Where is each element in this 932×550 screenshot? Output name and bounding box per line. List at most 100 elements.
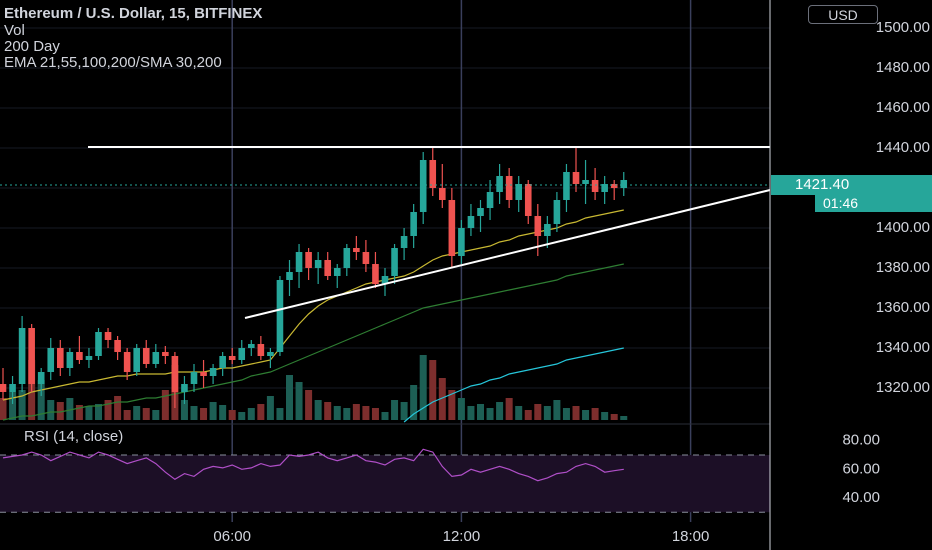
volume-bar bbox=[448, 390, 456, 420]
candle-body bbox=[391, 248, 398, 276]
candle-body bbox=[142, 348, 150, 364]
candle-body bbox=[28, 328, 35, 384]
rsi-band-fill bbox=[0, 455, 770, 513]
candle-body bbox=[410, 212, 417, 236]
volume-bar bbox=[104, 400, 112, 420]
volume-bar bbox=[133, 406, 141, 420]
candle-body bbox=[228, 356, 236, 360]
grid-lines bbox=[0, 0, 770, 522]
candle-body bbox=[66, 352, 74, 368]
rsi-label: RSI (14, close) bbox=[24, 428, 124, 445]
candle-body bbox=[95, 332, 102, 356]
volume-bar bbox=[295, 382, 303, 420]
candle-body bbox=[248, 344, 255, 348]
rising-support-line[interactable] bbox=[244, 189, 771, 319]
candle-body bbox=[591, 180, 599, 192]
price-tick-label: 1340.00 bbox=[876, 339, 930, 356]
volume-bar bbox=[515, 406, 523, 420]
candle-body bbox=[47, 348, 55, 372]
rsi-pane bbox=[0, 423, 770, 513]
candle-body bbox=[238, 348, 246, 360]
candle-body bbox=[267, 352, 274, 356]
candle-body bbox=[400, 236, 408, 248]
candle-body bbox=[620, 180, 628, 188]
candle-body bbox=[353, 248, 360, 252]
currency-button[interactable]: USD bbox=[808, 5, 878, 24]
candle-body bbox=[343, 248, 351, 268]
volume-bar bbox=[66, 398, 74, 420]
candle-body bbox=[133, 348, 140, 372]
volume-bar bbox=[543, 406, 551, 420]
candle-body bbox=[553, 200, 561, 224]
volume-bar bbox=[276, 408, 284, 420]
volume-bar bbox=[410, 385, 418, 420]
moving-averages bbox=[2, 209, 624, 423]
volume-bar bbox=[620, 416, 628, 420]
volume-bar bbox=[200, 408, 208, 420]
volume-bar bbox=[238, 412, 246, 420]
rsi-tick-label: 80.00 bbox=[842, 432, 880, 449]
volume-bar bbox=[553, 400, 561, 420]
price-tick-label: 1320.00 bbox=[876, 379, 930, 396]
chart-title: Ethereum / U.S. Dollar, 15, BITFINEX bbox=[4, 5, 263, 22]
candle-body bbox=[114, 340, 121, 352]
price-tick-label: 1460.00 bbox=[876, 99, 930, 116]
candle-body bbox=[181, 384, 188, 392]
candle-body bbox=[104, 332, 112, 340]
volume-bar bbox=[391, 400, 399, 420]
last-price-tag: 1421.40 bbox=[771, 175, 932, 195]
candle-body bbox=[333, 268, 341, 276]
time-tick-label: 12:00 bbox=[443, 528, 481, 545]
volume-bar bbox=[18, 390, 26, 420]
candle-body bbox=[477, 208, 484, 216]
volume-bar bbox=[85, 406, 93, 420]
volume-bar bbox=[123, 410, 131, 420]
volume-bar bbox=[0, 398, 7, 420]
rsi-tick-label: 40.00 bbox=[842, 489, 880, 506]
candle-body bbox=[37, 372, 45, 384]
volume-bar bbox=[9, 392, 17, 420]
price-tick-label: 1480.00 bbox=[876, 59, 930, 76]
candle-body bbox=[524, 184, 532, 216]
candle-body bbox=[448, 200, 456, 256]
moving-average-label: EMA 21,55,100,200/SMA 30,200 bbox=[4, 54, 222, 71]
candle-body bbox=[314, 260, 322, 268]
volume-bar bbox=[257, 404, 265, 420]
volume-bar bbox=[610, 414, 618, 420]
candle-body bbox=[276, 280, 284, 352]
volume-bar bbox=[524, 410, 532, 420]
bar-countdown-tag: 01:46 bbox=[815, 195, 932, 212]
volume-bar bbox=[362, 406, 370, 420]
volume-bar bbox=[601, 412, 609, 420]
volume-bar bbox=[161, 390, 169, 420]
trendlines[interactable] bbox=[88, 146, 771, 319]
candle-body bbox=[372, 264, 379, 284]
volume-bar bbox=[496, 402, 504, 420]
volume-bar bbox=[228, 410, 236, 420]
volume-bar bbox=[381, 412, 389, 420]
volume-bar bbox=[209, 402, 217, 420]
candle-body bbox=[582, 180, 589, 184]
volume-bar bbox=[56, 402, 64, 420]
candle-body bbox=[57, 348, 64, 368]
volume-bar bbox=[562, 408, 570, 420]
volume-bar bbox=[333, 406, 341, 420]
candle-body bbox=[486, 192, 494, 208]
sma-line bbox=[403, 347, 624, 423]
volume-bar bbox=[286, 375, 293, 420]
volume-bar bbox=[314, 400, 322, 420]
candle-body bbox=[439, 188, 446, 200]
volume-bar bbox=[534, 404, 542, 420]
candle-body bbox=[515, 184, 522, 200]
time-tick-label: 06:00 bbox=[213, 528, 251, 545]
volume-bar bbox=[467, 406, 475, 420]
volume-bar bbox=[429, 360, 437, 420]
candle-body bbox=[85, 356, 93, 360]
volume-bar bbox=[190, 406, 198, 420]
volume-bar bbox=[505, 398, 513, 420]
candle-body bbox=[18, 328, 26, 384]
candle-body bbox=[458, 228, 465, 256]
rsi-tick-label: 60.00 bbox=[842, 460, 880, 477]
price-tick-label: 1440.00 bbox=[876, 139, 930, 156]
